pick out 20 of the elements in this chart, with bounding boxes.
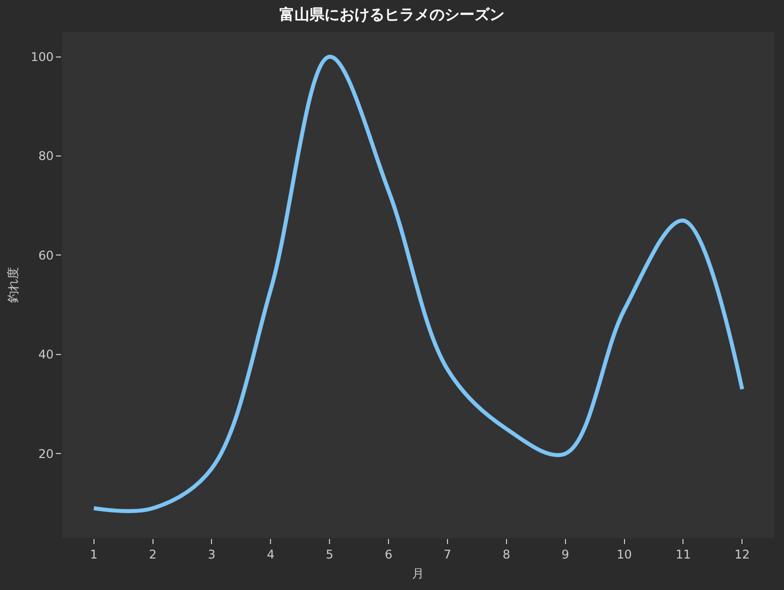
y-tick-label: 40 <box>38 348 54 362</box>
x-tick-label: 12 <box>734 547 750 562</box>
x-tick-label: 9 <box>562 547 570 562</box>
x-tick-label: 1 <box>90 547 98 562</box>
x-tick-label: 3 <box>208 547 216 562</box>
y-axis-title: 釣れ度 <box>6 267 20 303</box>
x-tick-label: 7 <box>444 547 452 562</box>
x-tick-label: 2 <box>148 547 157 562</box>
x-axis-title: 月 <box>412 566 424 580</box>
y-tick-label: 20 <box>38 446 54 461</box>
chart-title: 富山県におけるヒラメのシーズン <box>280 5 504 24</box>
y-tick-label: 100 <box>30 50 54 64</box>
x-tick-label: 10 <box>616 547 632 562</box>
y-tick-label: 60 <box>38 248 54 262</box>
x-tick-label: 4 <box>266 547 274 562</box>
x-tick-label: 6 <box>384 547 392 562</box>
x-tick-label: 5 <box>326 547 334 562</box>
x-tick-label: 8 <box>502 547 510 562</box>
x-tick-label: 11 <box>676 547 691 562</box>
y-tick-label: 80 <box>38 149 54 164</box>
